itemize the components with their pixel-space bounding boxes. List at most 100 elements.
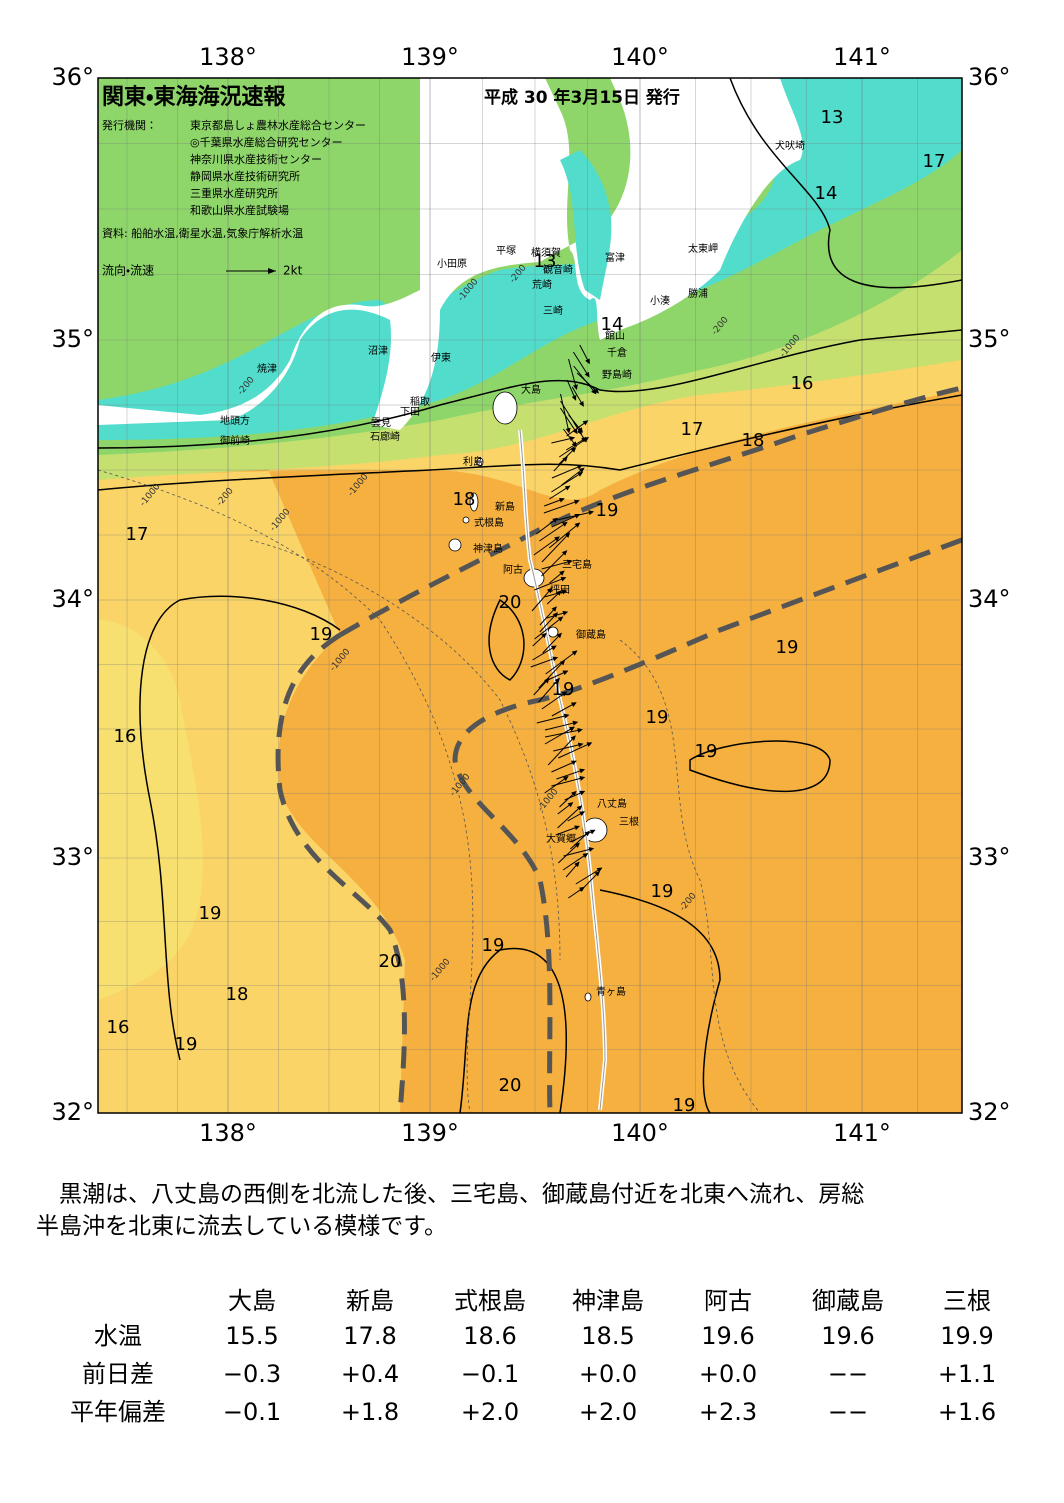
current-arrowhead [562,610,569,616]
axis-line [452,537,962,1113]
table-cell: −0.1 [461,1360,519,1388]
table-header: 阿古 [704,1287,752,1315]
place-name: 御蔵島 [576,628,606,641]
lon-label: 141° [833,1119,891,1147]
place-name: 三根 [619,815,639,828]
current-arrow [568,358,577,390]
current-arrow [541,691,567,710]
isotherm-label: 16 [791,373,814,394]
current-arrowhead [577,742,584,748]
island [584,992,592,1002]
table-cell: −0.1 [223,1398,281,1426]
row-label: 平年偏差 [70,1398,166,1426]
island [476,457,484,467]
legend-label: 流向・流速 [102,263,154,278]
current-arrow [572,351,590,377]
isotherms [98,78,962,1113]
kuroshio-axis [275,385,962,1113]
current-arrowhead [554,677,560,684]
current-arrowhead [573,384,578,391]
isotherm-label: 19 [310,624,333,645]
current-arrowhead [572,720,579,726]
current-arrowhead [574,861,580,868]
island [492,391,518,425]
current-arrow [563,848,594,857]
isotherm-label: 17 [923,151,946,172]
current-arrowhead [579,811,586,816]
current-arrowhead [562,456,568,462]
current-arrow [551,514,580,528]
isotherm-label: 19 [651,881,674,902]
current-arrowhead [562,670,569,676]
current-arrowhead [596,867,603,873]
current-arrow [560,393,570,433]
current-arrow [557,805,582,829]
current-arrow [543,500,579,514]
isotherm [459,947,567,1113]
place-name: 坪田 [550,583,570,596]
place-name: 神津島 [473,542,503,555]
table-cell: 18.6 [463,1322,516,1350]
depth-contour [98,469,474,1113]
isotherm [98,394,962,491]
table-cell: +1.6 [938,1398,996,1426]
current-arrowhead [552,656,559,662]
current-arrowhead [574,513,581,519]
current-arrow [532,645,557,661]
table-cell: 19.6 [701,1322,754,1350]
issuer: ◎千葉県水産総合研究センター [190,135,343,149]
place-name: 稲取 [410,396,430,408]
place-name: 伊東 [431,351,451,364]
current-arrow [544,776,569,794]
ship-track [518,429,608,1111]
isotherm-label: 18 [453,489,476,510]
table-cell: −− [828,1360,868,1388]
current-arrowhead [567,802,574,808]
lon-label: 141° [833,43,891,71]
sea-light [98,620,203,1000]
current-arrowhead [564,532,571,538]
current-arrow [547,735,576,766]
isotherm [488,598,525,681]
issue-date: 平成 30 年3月15日 発行 [484,87,680,108]
place-name: 横須賀 [531,246,561,259]
depth-contour [249,539,561,961]
table-cell: 17.8 [343,1322,396,1350]
current-arrowhead [577,471,584,477]
isotherm-label: 19 [199,903,222,924]
current-arrow [558,742,592,759]
place-name: 大賀郷 [546,832,576,845]
lat-label: 35° [51,325,94,353]
current-arrowhead [579,776,586,781]
current-arrow [559,437,589,458]
place-name: 荒崎 [532,278,552,291]
current-arrow [553,743,583,752]
current-arrowhead [565,427,571,434]
current-arrow [536,714,569,724]
current-arrow [551,472,583,493]
isotherm-label: 19 [596,500,619,521]
issuer: 神奈川県水産技術センター [190,152,322,166]
current-arrowhead [556,632,562,639]
place-name: 式根島 [474,516,504,529]
table-cell: +2.0 [579,1398,637,1426]
isotherm-label: 13 [534,251,557,272]
legend-arrowhead [268,268,276,274]
current-arrow [541,532,570,563]
current-arrow [576,372,599,394]
place-name: 館山 [605,329,625,342]
table-header: 御蔵島 [812,1287,884,1315]
place-name: 太東岬 [688,242,718,255]
table-cell: −0.3 [223,1360,281,1388]
current-arrowhead [550,645,557,651]
isotherm-label: 20 [499,592,522,613]
current-arrow [562,853,588,871]
track-center [519,429,606,1111]
current-arrowhead [546,587,553,594]
lat-label: 36° [51,63,94,91]
current-arrowhead [570,735,576,741]
current-arrow [533,536,560,556]
source: 資料: 船舶水温,衛星水温,気象庁解析水温 [102,226,303,240]
